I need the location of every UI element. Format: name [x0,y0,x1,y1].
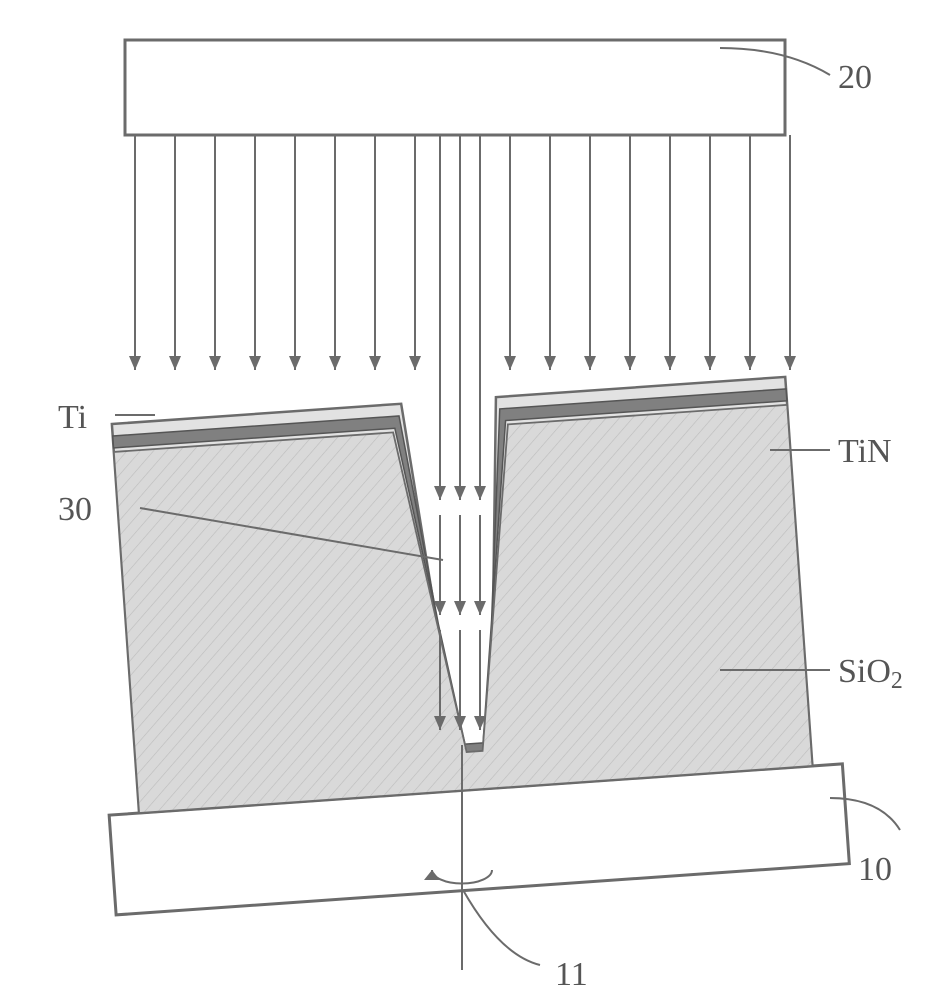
label-11: 11 [555,956,588,993]
label-10: 10 [858,851,892,888]
leader-10 [830,798,900,830]
tilted-substrate-group [82,375,849,915]
label-20: 20 [838,59,872,96]
sio2-body [114,405,813,813]
sputter-source-rect [125,40,785,135]
leader-20 [720,48,830,75]
diagram-svg: Ti TiN 20 30 10 11 SiO2 [0,0,925,1000]
label-ti: Ti [58,399,87,436]
deposition-arrows-upper [129,135,796,370]
label-sio2: SiO2 [838,653,903,694]
label-30: 30 [58,491,92,528]
leader-11 [463,890,540,965]
label-tin: TiN [838,433,892,470]
